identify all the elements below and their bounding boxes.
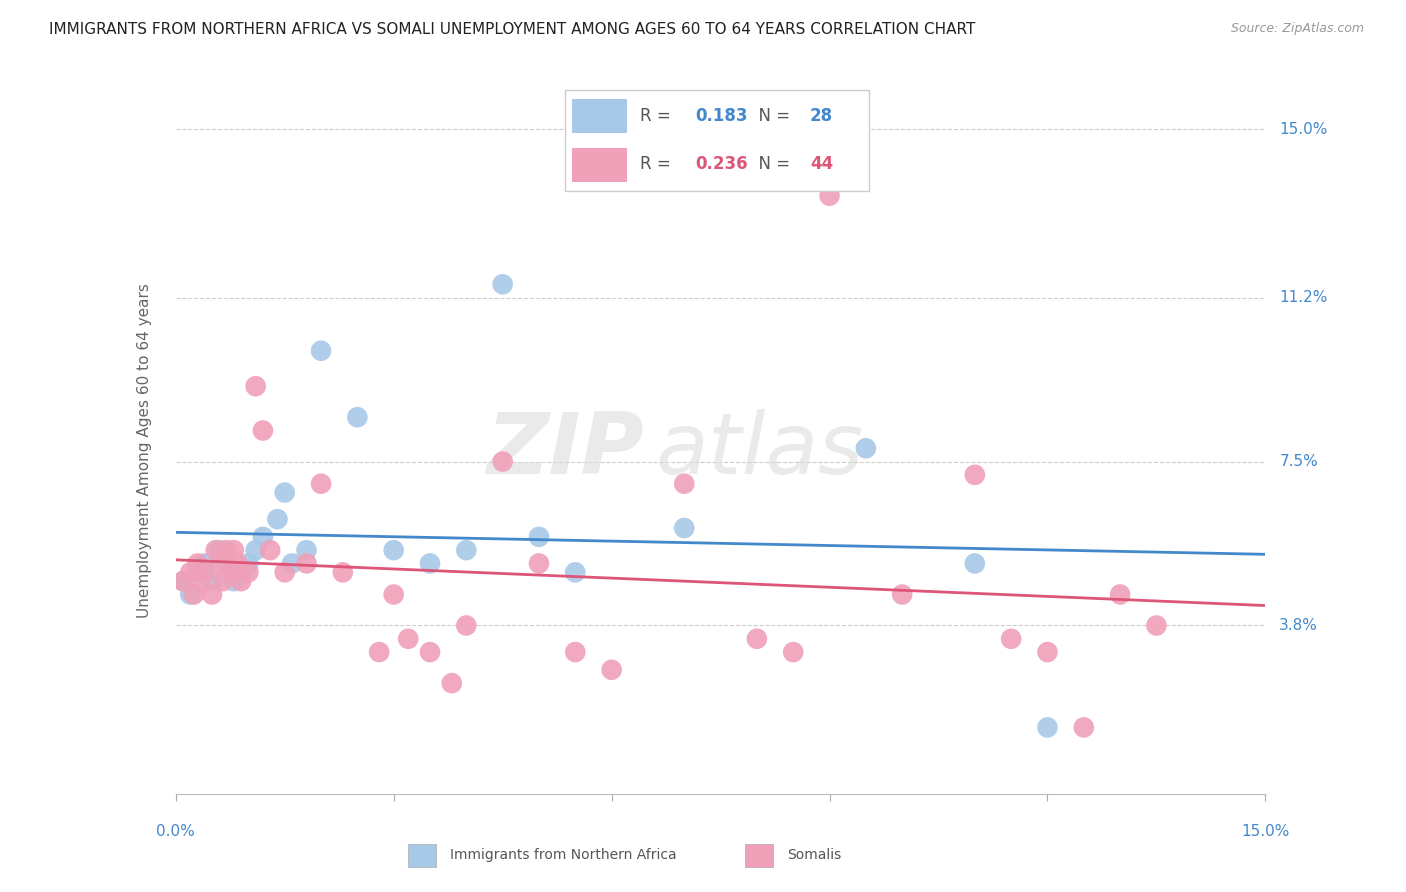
Point <box>1146 618 1168 632</box>
Point <box>201 587 224 601</box>
Point <box>172 574 194 589</box>
Text: 3.8%: 3.8% <box>1279 618 1319 633</box>
Point <box>295 543 318 558</box>
Text: 0.183: 0.183 <box>696 107 748 125</box>
Point <box>1073 720 1095 734</box>
Point <box>266 512 288 526</box>
Point <box>1036 645 1059 659</box>
Point <box>855 442 877 456</box>
Point <box>891 587 914 601</box>
Point <box>564 645 586 659</box>
Point <box>963 557 986 571</box>
Point <box>492 454 515 468</box>
FancyBboxPatch shape <box>408 844 436 867</box>
Point <box>238 566 260 580</box>
Point <box>396 632 419 646</box>
Point <box>1000 632 1022 646</box>
Point <box>309 343 332 358</box>
Point <box>332 566 354 580</box>
Point <box>186 557 209 571</box>
Point <box>440 676 463 690</box>
Text: 0.0%: 0.0% <box>156 824 195 839</box>
Point <box>179 587 201 601</box>
Point <box>527 530 550 544</box>
Point <box>346 410 368 425</box>
Point <box>527 557 550 571</box>
Point <box>219 566 242 580</box>
Point <box>201 574 224 589</box>
Point <box>208 557 231 571</box>
Text: 11.2%: 11.2% <box>1279 290 1327 305</box>
Point <box>745 632 768 646</box>
Text: N =: N = <box>748 107 796 125</box>
Point <box>172 574 194 589</box>
Point <box>252 530 274 544</box>
Point <box>419 557 441 571</box>
Point <box>186 566 209 580</box>
Point <box>238 557 260 571</box>
Point <box>212 574 235 589</box>
Point <box>963 467 986 482</box>
Text: 15.0%: 15.0% <box>1279 121 1327 136</box>
Text: ZIP: ZIP <box>486 409 644 492</box>
Point <box>295 557 318 571</box>
Point <box>231 566 253 580</box>
Y-axis label: Unemployment Among Ages 60 to 64 years: Unemployment Among Ages 60 to 64 years <box>138 283 152 618</box>
Text: Immigrants from Northern Africa: Immigrants from Northern Africa <box>450 848 676 863</box>
Point <box>222 543 245 558</box>
Point <box>564 566 586 580</box>
Point <box>245 543 267 558</box>
Point <box>252 424 274 438</box>
Text: IMMIGRANTS FROM NORTHERN AFRICA VS SOMALI UNEMPLOYMENT AMONG AGES 60 TO 64 YEARS: IMMIGRANTS FROM NORTHERN AFRICA VS SOMAL… <box>49 22 976 37</box>
Point <box>208 543 231 558</box>
Text: 28: 28 <box>810 107 832 125</box>
Text: 44: 44 <box>810 155 834 173</box>
Point <box>818 188 841 202</box>
Text: 7.5%: 7.5% <box>1279 454 1317 469</box>
FancyBboxPatch shape <box>565 90 869 191</box>
Point <box>226 557 249 571</box>
Point <box>215 557 238 571</box>
Point <box>183 587 205 601</box>
Point <box>368 645 391 659</box>
FancyBboxPatch shape <box>572 99 627 133</box>
Point <box>245 379 267 393</box>
Point <box>274 485 297 500</box>
Point <box>231 574 253 589</box>
Point <box>190 574 212 589</box>
Text: 0.236: 0.236 <box>696 155 748 173</box>
Text: atlas: atlas <box>655 409 863 492</box>
Text: 15.0%: 15.0% <box>1241 824 1289 839</box>
FancyBboxPatch shape <box>572 148 627 181</box>
Point <box>215 543 238 558</box>
Point <box>673 521 696 535</box>
Point <box>600 663 623 677</box>
Point <box>194 566 217 580</box>
Point <box>456 543 478 558</box>
Point <box>194 557 217 571</box>
Point <box>673 476 696 491</box>
Point <box>382 543 405 558</box>
Point <box>1109 587 1132 601</box>
Point <box>782 645 804 659</box>
Point <box>492 277 515 292</box>
Point <box>309 476 332 491</box>
Point <box>222 574 245 589</box>
Text: R =: R = <box>640 155 676 173</box>
Point <box>419 645 441 659</box>
FancyBboxPatch shape <box>745 844 773 867</box>
Text: Somalis: Somalis <box>787 848 842 863</box>
Text: R =: R = <box>640 107 676 125</box>
Text: Source: ZipAtlas.com: Source: ZipAtlas.com <box>1230 22 1364 36</box>
Point <box>456 618 478 632</box>
Point <box>204 543 226 558</box>
Text: N =: N = <box>748 155 796 173</box>
Point <box>259 543 281 558</box>
Point <box>179 566 201 580</box>
Point <box>1036 720 1059 734</box>
Point <box>274 566 297 580</box>
Point <box>382 587 405 601</box>
Point <box>281 557 304 571</box>
